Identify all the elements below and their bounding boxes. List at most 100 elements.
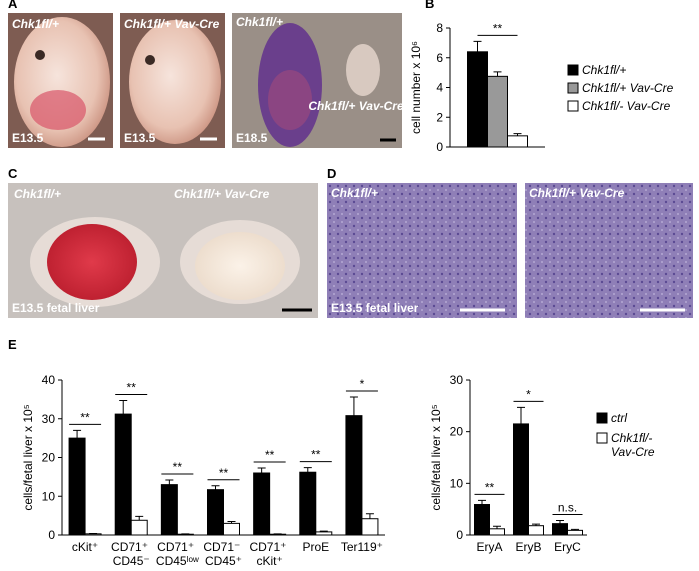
- legend-swatch: [567, 64, 579, 76]
- error-bar: [493, 525, 501, 529]
- error-bar: [165, 479, 174, 485]
- significance-label: *: [526, 387, 531, 401]
- y-tick-label: 6: [436, 51, 443, 65]
- photo: [525, 183, 693, 318]
- genotype-label: Chk1fl/+ Vav-Cre: [308, 99, 404, 113]
- significance-label: **: [311, 448, 321, 462]
- y-tick-label: 8: [436, 21, 443, 35]
- x-tick-label: EryB: [515, 540, 541, 554]
- significance-label: **: [80, 410, 90, 424]
- bar: [567, 529, 583, 536]
- x-tick-label: EryA: [476, 540, 502, 554]
- legend-label: Chk1fl/- Vav-Cre: [582, 99, 671, 113]
- y-tick-label: 20: [42, 451, 56, 465]
- x-tick-label: CD71⁺ CD45⁻: [111, 540, 151, 568]
- y-tick-label: 0: [456, 528, 463, 542]
- error-bar: [73, 429, 82, 439]
- x-tick-label: EryC: [554, 540, 581, 554]
- error-bar: [319, 530, 328, 532]
- error-bar: [513, 133, 522, 136]
- panel-letter: E: [8, 337, 17, 352]
- y-tick-label: 20: [450, 425, 464, 439]
- y-tick-label: 40: [42, 373, 56, 387]
- error-bar: [227, 520, 236, 524]
- stage-label: E13.5: [124, 131, 156, 145]
- significance-label: **: [219, 466, 229, 480]
- x-tick-label: cKit⁺: [72, 540, 98, 554]
- caption: E13.5 fetal liver: [12, 301, 100, 315]
- error-bar: [571, 528, 579, 531]
- x-tick-label: CD71⁻ CD45⁺: [203, 540, 243, 568]
- error-bar: [478, 499, 486, 505]
- photo: [8, 183, 318, 318]
- legend-swatch: [596, 412, 608, 424]
- error-bar: [556, 520, 564, 524]
- error-bar: [473, 40, 482, 52]
- bar: [84, 533, 102, 536]
- y-axis-label: cells/fetal liver x 10⁵: [21, 404, 35, 510]
- error-bar: [257, 467, 266, 473]
- photo: [232, 13, 402, 148]
- bar: [253, 472, 271, 536]
- panel-letter: D: [327, 166, 336, 181]
- panel-letter: A: [8, 0, 18, 11]
- photo: [327, 183, 517, 318]
- bar: [489, 528, 505, 536]
- error-bar: [365, 513, 374, 519]
- photo: [8, 13, 113, 148]
- error-bar: [349, 396, 358, 416]
- bar: [269, 533, 287, 536]
- x-tick-label: Ter119⁺: [341, 540, 383, 554]
- error-bar: [119, 400, 128, 415]
- legend-label: ctrl: [611, 411, 627, 425]
- bar: [130, 519, 148, 536]
- bar: [207, 489, 224, 536]
- stage-label: E18.5: [236, 131, 268, 145]
- significance-label: **: [173, 460, 183, 474]
- bar: [507, 135, 528, 148]
- bar: [513, 423, 529, 536]
- bar: [528, 525, 544, 536]
- bar: [345, 415, 363, 536]
- bar: [467, 51, 488, 148]
- y-tick-label: 0: [48, 528, 55, 542]
- error-bar: [211, 485, 220, 490]
- genotype-label: Chk1fl/+: [12, 17, 59, 31]
- x-tick-label: CD71⁺ CD45ˡᵒʷ: [156, 540, 199, 568]
- error-bar: [517, 406, 525, 424]
- legend-swatch: [596, 432, 608, 444]
- genotype-label: Chk1fl/+: [331, 186, 378, 200]
- genotype-label: Chk1fl/+ Vav-Cre: [124, 17, 220, 31]
- legend-label: Chk1fl/+: [582, 63, 626, 77]
- bar: [68, 437, 86, 536]
- bar: [176, 533, 194, 536]
- y-tick-label: 30: [42, 412, 56, 426]
- genotype-label: Chk1fl/+: [14, 187, 61, 201]
- photo: [120, 13, 225, 148]
- bar: [474, 504, 490, 536]
- legend-label: Chk1fl/- Vav-Cre: [611, 431, 656, 459]
- genotype-label: Chk1fl/+ Vav-Cre: [529, 186, 625, 200]
- y-axis-label: cells/fetal liver x 10⁵: [429, 404, 443, 510]
- y-tick-label: 0: [436, 140, 443, 154]
- y-tick-label: 4: [436, 81, 443, 95]
- bar: [223, 522, 240, 536]
- genotype-label: Chk1fl/+ Vav-Cre: [174, 187, 270, 201]
- bar: [160, 484, 178, 536]
- x-tick-label: ProE: [302, 540, 329, 554]
- significance-label: *: [360, 377, 365, 391]
- significance-label: **: [265, 448, 275, 462]
- significance-label: **: [127, 381, 137, 395]
- y-tick-label: 30: [450, 373, 464, 387]
- bar: [552, 523, 568, 536]
- error-bar: [303, 467, 312, 473]
- bar: [315, 531, 333, 536]
- bar: [114, 413, 132, 536]
- y-tick-label: 10: [42, 489, 56, 503]
- error-bar: [532, 523, 540, 526]
- legend-label: Chk1fl/+ Vav-Cre: [582, 81, 674, 95]
- significance-label: **: [493, 21, 503, 35]
- stage-label: E13.5: [12, 131, 44, 145]
- error-bar: [493, 71, 502, 77]
